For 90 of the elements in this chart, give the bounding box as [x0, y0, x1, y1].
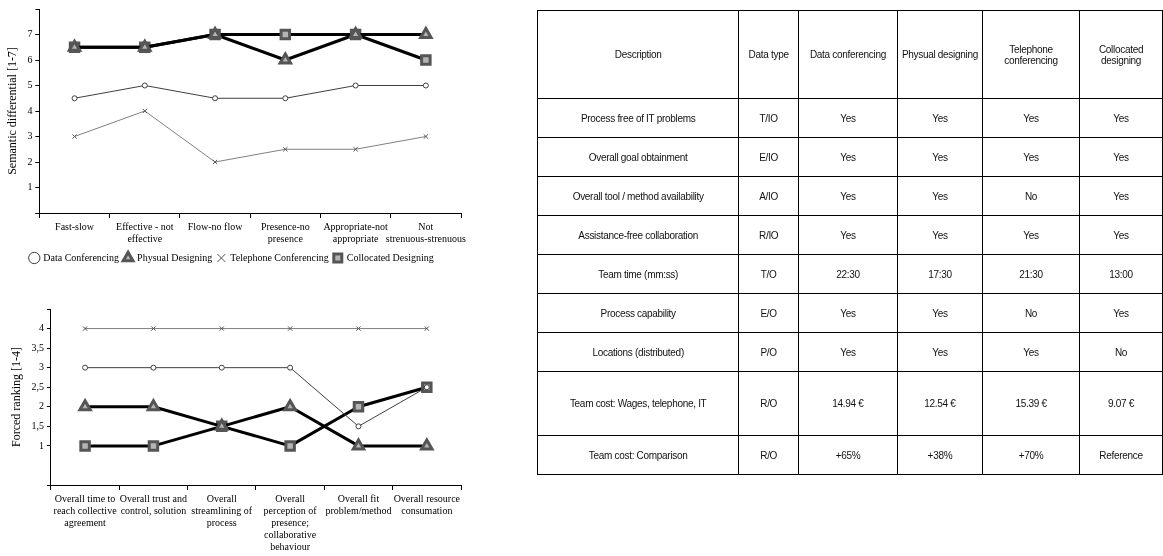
- text: Yes: [1113, 190, 1129, 202]
- y-tick-label: 6: [27, 53, 33, 65]
- y-tick-label: 3,5: [31, 341, 44, 353]
- legend-label: Data Conferencing: [43, 251, 120, 263]
- text: Yes: [1113, 151, 1129, 163]
- text: 22:30: [836, 268, 860, 280]
- text: No: [1114, 346, 1128, 358]
- text: Yes: [932, 190, 948, 202]
- x-tick-label: Flow-no flow: [187, 220, 244, 232]
- x-tick-label: Overall fit problem/method: [325, 492, 392, 516]
- text: T/IO: [759, 112, 778, 124]
- category-label: Collocated designing: [1079, 10, 1163, 99]
- y-tick-label: 3: [27, 130, 33, 142]
- legend-label: Collocated Designing: [346, 251, 434, 263]
- x-tick-label: Overall streamlining of process: [191, 492, 253, 528]
- x-tick-label: Fast-slow: [55, 220, 95, 232]
- category-label: Team time (mm:ss): [598, 268, 679, 280]
- legend-label: Telephone Conferencing: [230, 251, 329, 263]
- text: R/O: [760, 398, 778, 409]
- category-label: Description: [537, 10, 739, 99]
- text: 12.54 €: [924, 398, 956, 409]
- y-tick-label: 4: [38, 322, 44, 334]
- text: No: [1024, 190, 1038, 202]
- text: Yes: [1113, 229, 1129, 241]
- text: Reference: [1099, 449, 1143, 461]
- category-label: Team cost: Comparison: [588, 449, 688, 461]
- text: 21:30: [1019, 268, 1043, 280]
- y-tick-label: 2: [27, 155, 33, 167]
- text: T/O: [760, 268, 777, 280]
- category-label: Data conferencing: [798, 10, 898, 99]
- text: Yes: [932, 307, 948, 319]
- y-axis-title: Semantic differential [1-7]: [5, 47, 20, 175]
- y-tick-label: 1: [27, 181, 33, 193]
- x-tick-label: Overall trust and control, solution: [119, 492, 188, 516]
- x-tick-label: Effective - not effective: [116, 220, 174, 244]
- text: Yes: [1023, 346, 1039, 358]
- text: Yes: [840, 346, 856, 358]
- text: Yes: [932, 112, 948, 124]
- y-tick-label: 7: [27, 28, 33, 40]
- text: Yes: [932, 346, 948, 358]
- text: Yes: [1023, 229, 1039, 241]
- category-label: Locations (distributed): [592, 346, 684, 358]
- text: 14.94 €: [832, 398, 864, 409]
- y-tick-label: 1: [38, 439, 44, 451]
- y-tick-label: 1,5: [31, 419, 44, 431]
- y-tick-label: 2,5: [31, 380, 44, 392]
- text: R/IO: [758, 229, 779, 241]
- y-axis-title: Forced ranking [1-4]: [9, 347, 24, 447]
- text: 9.07 €: [1108, 398, 1135, 409]
- text: 17:30: [928, 268, 952, 280]
- y-tick-label: 5: [27, 79, 33, 91]
- text: P/O: [760, 346, 777, 358]
- category-label: Process capability: [600, 307, 676, 319]
- category-label: Physual designing: [897, 10, 983, 99]
- text: E/IO: [759, 151, 779, 163]
- category-label: Assistance-free collaboration: [578, 229, 699, 241]
- text: Yes: [840, 151, 856, 163]
- text: Yes: [840, 190, 856, 202]
- y-tick-label: 4: [27, 104, 33, 116]
- text: No: [1024, 307, 1038, 319]
- text: Yes: [1023, 151, 1039, 163]
- category-label: Overall goal obtainment: [588, 151, 688, 163]
- text: 15.39 €: [1015, 398, 1047, 409]
- x-tick-label: Presence-no presence: [260, 220, 310, 244]
- text: Yes: [932, 151, 948, 163]
- text: +38%: [927, 449, 953, 461]
- y-tick-label: 2: [38, 400, 44, 412]
- category-label: Overall tool / method availability: [572, 190, 704, 202]
- text: R/O: [760, 449, 778, 461]
- text: Yes: [1023, 112, 1039, 124]
- text: Yes: [1113, 112, 1129, 124]
- category-label: Process free of IT problems: [580, 112, 696, 124]
- x-tick-label: Overall perception of presence; collaborative behaviour: [263, 492, 318, 552]
- text: Yes: [840, 307, 856, 319]
- text: E/O: [760, 307, 777, 319]
- text: Yes: [840, 112, 856, 124]
- text: Yes: [1113, 307, 1129, 319]
- x-tick-label: Overall resource consumation: [393, 492, 461, 516]
- x-tick-label: Overall time to reach collective agreement: [53, 492, 118, 528]
- text: Yes: [932, 229, 948, 241]
- text: 13:00: [1109, 268, 1133, 280]
- legend-label: Physual Designing: [137, 251, 213, 263]
- category-label: Telephone conferencing: [982, 10, 1080, 99]
- text: +70%: [1018, 449, 1044, 461]
- category-label: Team cost: Wages, telephone, IT: [569, 398, 707, 409]
- text: A/IO: [759, 190, 779, 202]
- y-tick-label: 3: [38, 361, 44, 373]
- text: +65%: [835, 449, 861, 461]
- category-label: Data type: [738, 10, 799, 99]
- text: Yes: [840, 229, 856, 241]
